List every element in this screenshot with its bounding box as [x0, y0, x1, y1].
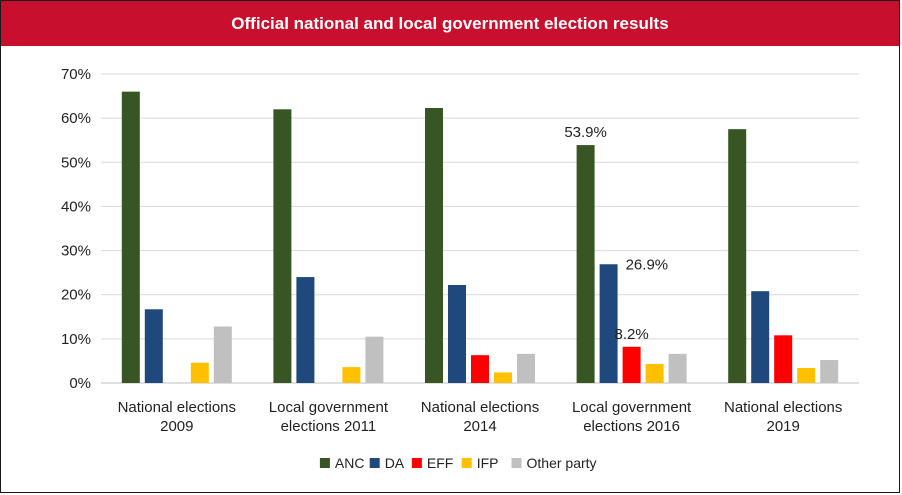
bar-ifp [494, 372, 512, 383]
bar-anc [425, 107, 443, 384]
bar-anc [576, 145, 595, 383]
x-tick-label: Local government [572, 399, 692, 416]
data-label: 53.9% [564, 124, 607, 141]
y-tick-label: 60% [61, 110, 91, 127]
legend-label: IFP [477, 455, 499, 471]
bar-anc [728, 129, 747, 383]
bar-eff [471, 355, 489, 383]
legend-swatch [369, 458, 380, 468]
bar-anc [121, 91, 140, 384]
x-tick-label: elections 2016 [583, 418, 680, 435]
x-tick-label: Local government [269, 399, 389, 416]
x-tick-label: National elections [724, 399, 842, 416]
bar-other-party [820, 360, 839, 383]
y-tick-label: 40% [61, 198, 91, 215]
bar-ifp [342, 367, 361, 383]
y-tick-label: 70% [61, 66, 91, 83]
bar-da [296, 277, 315, 383]
bar-da [751, 291, 770, 383]
bar-ifp [645, 364, 664, 383]
legend-label: EFF [427, 455, 453, 471]
bar-eff [622, 346, 641, 383]
y-tick-label: 10% [61, 331, 91, 348]
legend-label: ANC [335, 455, 365, 471]
x-tick-label: 2014 [463, 418, 496, 435]
x-tick-label: elections 2011 [281, 418, 377, 435]
bar-other-party [213, 326, 232, 383]
bar-eff [774, 335, 793, 383]
bar-da [599, 264, 618, 383]
bar-anc [273, 109, 292, 384]
chart-title: Official national and local government e… [1, 1, 899, 46]
bar-ifp [190, 362, 209, 383]
data-label: 8.2% [614, 326, 648, 343]
bar-ifp [797, 367, 816, 383]
legend-swatch [511, 458, 522, 468]
y-tick-label: 20% [61, 287, 91, 304]
bar-da [448, 285, 466, 383]
legend-label: Other party [527, 455, 597, 471]
bar-other-party [365, 336, 384, 383]
y-tick-label: 30% [61, 243, 91, 260]
legend-swatch [319, 458, 330, 468]
bar-other-party [517, 353, 535, 383]
bar-da [144, 309, 163, 383]
x-tick-label: National elections [421, 399, 539, 416]
y-tick-label: 0% [69, 375, 91, 392]
x-tick-label: National elections [118, 399, 236, 416]
legend-swatch [411, 458, 422, 468]
x-tick-label: 2009 [160, 418, 193, 435]
bar-other-party [668, 353, 687, 383]
x-tick-label: 2019 [767, 418, 800, 435]
y-tick-label: 50% [61, 154, 91, 171]
data-label: 26.9% [626, 256, 669, 273]
legend-label: DA [385, 455, 405, 471]
legend-swatch [461, 458, 472, 468]
